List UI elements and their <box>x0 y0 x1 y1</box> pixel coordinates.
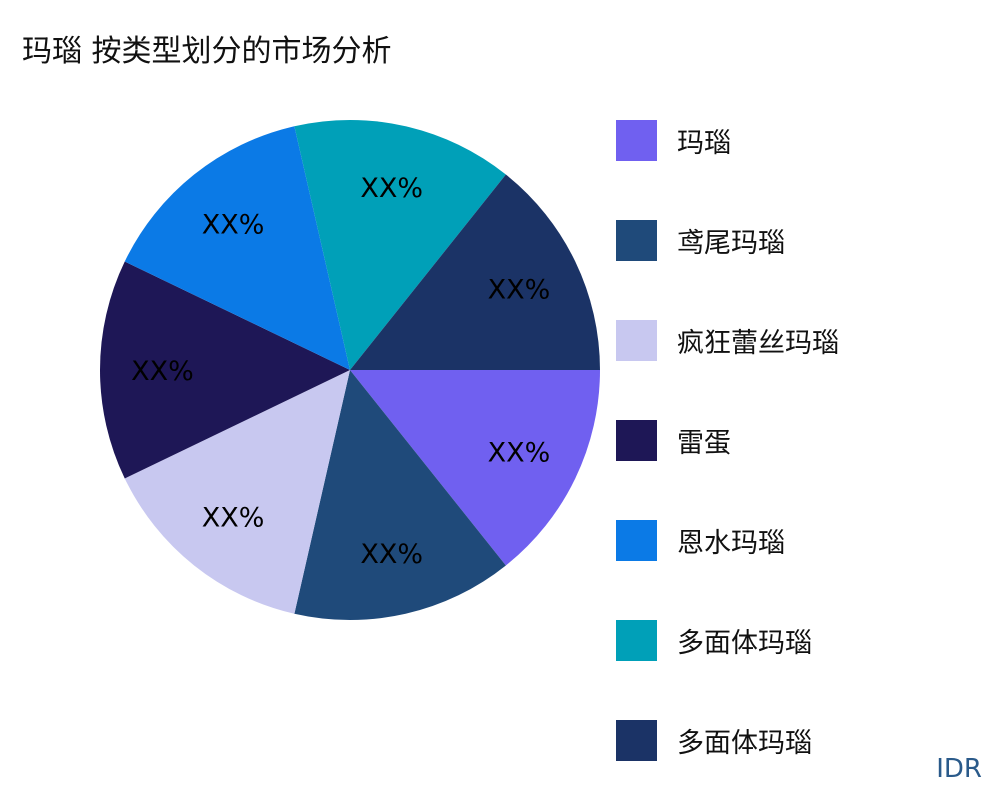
legend-swatch <box>616 419 657 461</box>
legend-label: 多面体玛瑙 <box>677 727 812 759</box>
legend-label: 鸢尾玛瑙 <box>677 227 785 259</box>
legend-label: 恩水玛瑙 <box>677 527 785 559</box>
pie-slice <box>124 370 350 614</box>
legend-swatch <box>616 219 657 261</box>
legend-label: 多面体玛瑙 <box>677 627 812 659</box>
pie-slice <box>124 126 350 370</box>
data-label: XX% <box>360 173 423 204</box>
data-label: XX% <box>488 275 551 306</box>
data-label: XX% <box>488 437 551 468</box>
legend-label: 玛瑙 <box>677 127 731 159</box>
legend-item: 多面体玛瑙 <box>616 619 812 661</box>
data-label: XX% <box>202 209 265 240</box>
legend-swatch <box>616 319 657 361</box>
data-label: XX% <box>131 356 194 387</box>
watermark: IDR <box>936 754 982 784</box>
pie-slice <box>99 261 350 479</box>
legend-item: 鸢尾玛瑙 <box>616 219 785 261</box>
legend-swatch <box>616 619 657 661</box>
legend-swatch <box>616 519 657 561</box>
legend-swatch <box>616 119 657 161</box>
pie-chart: XX% XX% XX% XX% XX% XX% XX% <box>99 119 600 621</box>
pie-slice <box>350 174 600 370</box>
legend-swatch <box>616 719 657 761</box>
legend-item: 多面体玛瑙 <box>616 719 812 761</box>
legend-label: 雷蛋 <box>677 427 731 459</box>
data-label: XX% <box>360 539 423 570</box>
legend-item: 恩水玛瑙 <box>616 519 785 561</box>
pie-slice <box>350 370 600 566</box>
legend-item: 玛瑙 <box>616 119 731 161</box>
pie-slice <box>294 119 506 370</box>
legend-label: 疯狂蕾丝玛瑙 <box>677 327 839 359</box>
legend-item: 疯狂蕾丝玛瑙 <box>616 319 839 361</box>
legend-item: 雷蛋 <box>616 419 731 461</box>
chart-title: 玛瑙 按类型划分的市场分析 <box>22 34 392 69</box>
pie-slice <box>294 370 506 621</box>
data-label: XX% <box>202 503 265 534</box>
